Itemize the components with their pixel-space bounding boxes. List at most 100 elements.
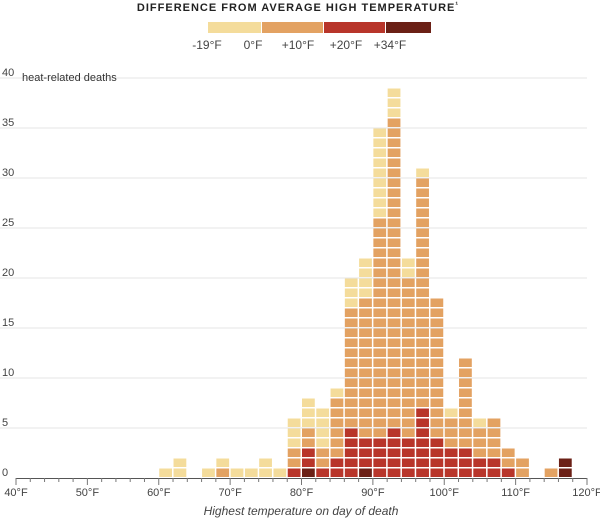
cell-97-22	[416, 248, 429, 257]
cell-85-5	[330, 418, 344, 427]
y-axis-ticks: 0 5 10 15 20 25 30 35 40	[2, 67, 14, 479]
x-tick-120: 120°F	[572, 487, 600, 499]
cell-91-16	[373, 308, 387, 317]
cell-93-14	[387, 328, 401, 337]
cell-93-36	[387, 108, 401, 117]
legend-label-4: +34°F	[374, 38, 406, 52]
cell-99-15	[430, 318, 444, 327]
cell-99-7	[430, 398, 444, 407]
cell-77-0	[273, 468, 287, 477]
cell-97-21	[416, 258, 429, 267]
cell-103-1	[459, 458, 472, 467]
cell-83-3	[316, 438, 330, 447]
cell-93-28	[387, 188, 401, 197]
x-tick-70: 70°F	[218, 487, 242, 499]
bin-93	[387, 88, 401, 477]
cell-89-7	[359, 398, 372, 407]
bin-111	[516, 458, 529, 477]
cell-95-2	[401, 448, 415, 457]
cell-93-24	[387, 228, 401, 237]
cell-83-6	[316, 408, 330, 417]
cell-91-8	[373, 388, 387, 397]
cell-93-23	[387, 238, 401, 247]
cell-117-0	[558, 468, 572, 477]
bin-71	[230, 468, 244, 477]
legend-swatch-1	[262, 22, 323, 33]
cell-95-20	[401, 268, 415, 277]
cell-89-3	[359, 438, 372, 447]
cell-93-38	[387, 88, 401, 97]
x-tick-60: 60°F	[147, 487, 171, 499]
bin-89	[359, 258, 372, 477]
cell-95-11	[401, 358, 415, 367]
cell-105-4	[473, 428, 487, 437]
cell-89-17	[359, 298, 372, 307]
cell-89-13	[359, 338, 372, 347]
legend-title-marker: ¹	[455, 0, 459, 9]
cell-91-0	[373, 468, 387, 477]
legend-label-0: -19°F	[192, 38, 221, 52]
cell-85-7	[330, 398, 344, 407]
cell-101-0	[444, 468, 458, 477]
cell-105-1	[473, 458, 487, 467]
legend-swatch-3	[386, 22, 431, 33]
cell-85-4	[330, 428, 344, 437]
cell-107-5	[487, 418, 501, 427]
cell-91-25	[373, 218, 387, 227]
cell-87-13	[344, 338, 358, 347]
cell-83-5	[316, 418, 330, 427]
cell-91-5	[373, 418, 387, 427]
cell-97-29	[416, 178, 429, 187]
x-axis-title: Highest temperature on day of death	[204, 504, 399, 518]
cell-91-7	[373, 398, 387, 407]
cell-93-5	[387, 418, 401, 427]
cell-67-0	[202, 468, 215, 477]
bin-103	[459, 358, 472, 477]
cell-97-30	[416, 168, 429, 177]
cell-99-11	[430, 358, 444, 367]
legend-swatch-2	[324, 22, 385, 33]
cell-95-18	[401, 288, 415, 297]
cell-107-1	[487, 458, 501, 467]
cell-93-4	[387, 428, 401, 437]
cell-91-13	[373, 338, 387, 347]
cell-97-16	[416, 308, 429, 317]
cell-91-9	[373, 378, 387, 387]
cell-91-15	[373, 318, 387, 327]
bin-101	[444, 408, 458, 477]
cell-99-2	[430, 448, 444, 457]
cell-91-4	[373, 428, 387, 437]
cell-81-2	[302, 448, 315, 457]
cell-103-8	[459, 388, 472, 397]
cell-99-5	[430, 418, 444, 427]
cell-91-24	[373, 228, 387, 237]
cell-89-16	[359, 308, 372, 317]
cell-97-0	[416, 468, 429, 477]
cell-103-5	[459, 418, 472, 427]
cell-93-7	[387, 398, 401, 407]
bin-73	[244, 468, 258, 477]
cell-103-7	[459, 398, 472, 407]
cell-97-26	[416, 208, 429, 217]
cell-91-19	[373, 278, 387, 287]
cell-103-3	[459, 438, 472, 447]
histogram-cells	[159, 88, 572, 477]
cell-99-9	[430, 378, 444, 387]
cell-61-0	[159, 468, 173, 477]
bin-85	[330, 388, 344, 477]
cell-97-10	[416, 368, 429, 377]
cell-93-37	[387, 98, 401, 107]
cell-91-26	[373, 208, 387, 217]
cell-83-0	[316, 468, 330, 477]
cell-109-2	[501, 448, 515, 457]
legend-label-3: +20°F	[330, 38, 362, 52]
legend-label-1: 0°F	[244, 38, 263, 52]
cell-103-10	[459, 368, 472, 377]
cell-97-15	[416, 318, 429, 327]
cell-95-17	[401, 298, 415, 307]
cell-103-6	[459, 408, 472, 417]
cell-93-20	[387, 268, 401, 277]
cell-93-11	[387, 358, 401, 367]
legend-swatches	[208, 22, 431, 33]
cell-95-5	[401, 418, 415, 427]
